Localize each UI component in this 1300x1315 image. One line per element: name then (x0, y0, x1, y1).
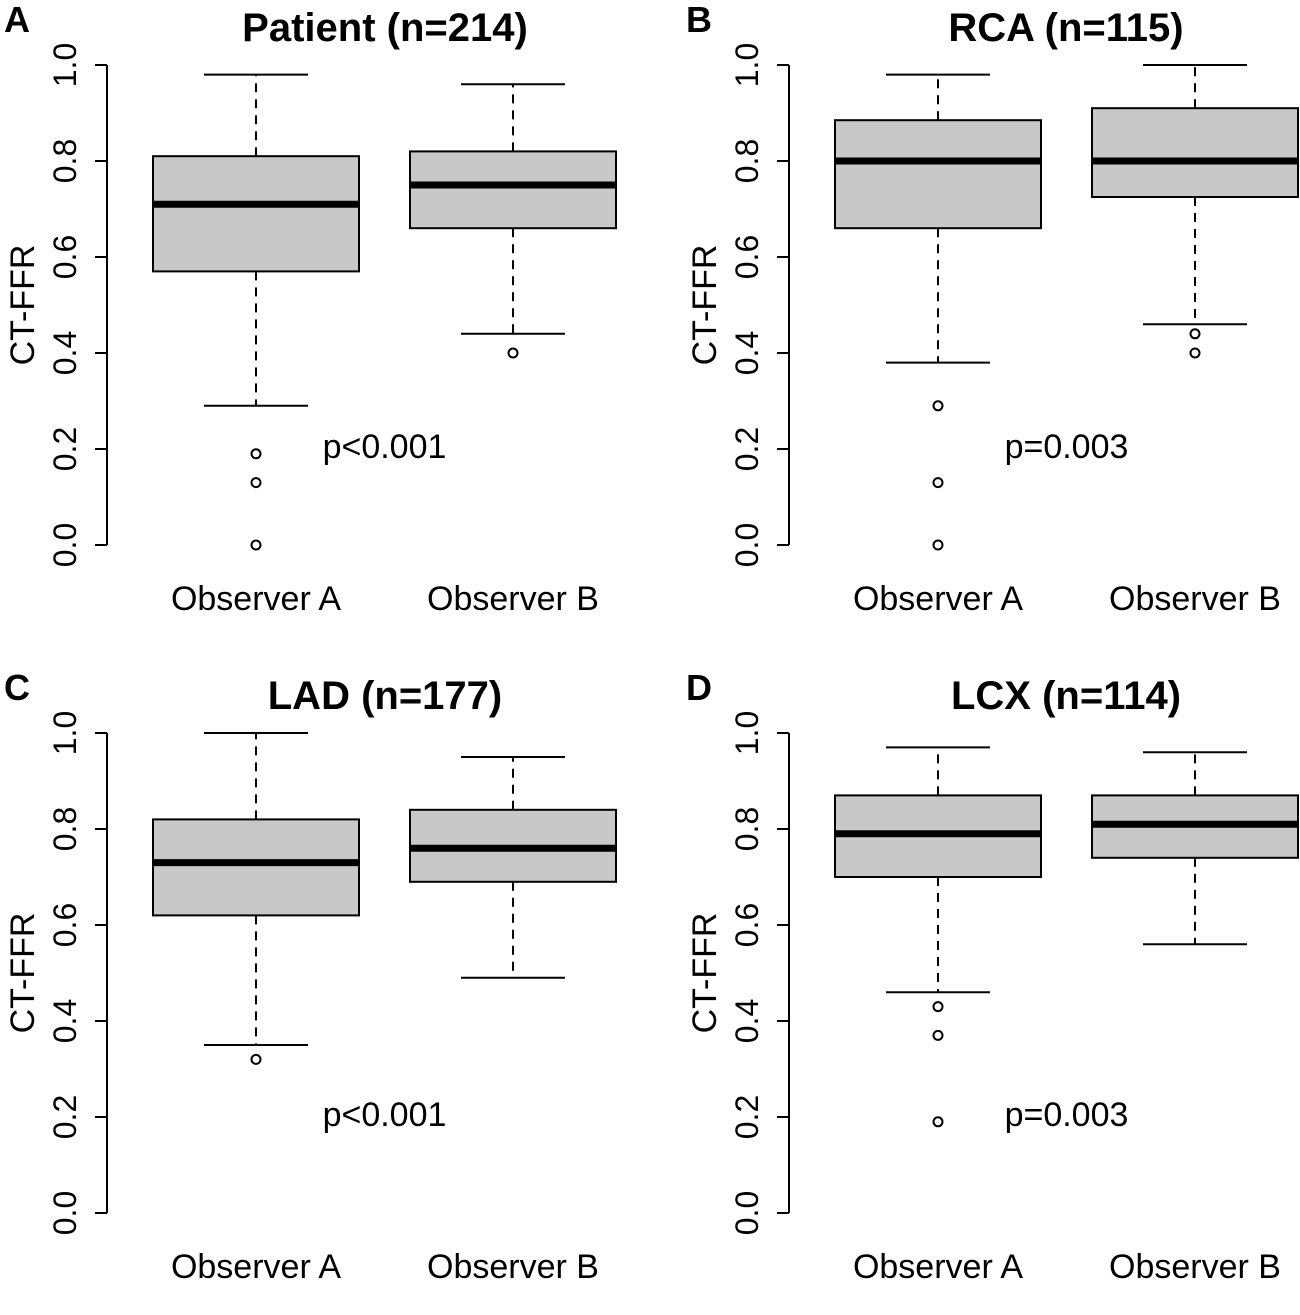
box-group (152, 732, 360, 1065)
x-category-label: Observer B (1109, 580, 1281, 618)
panel-label: D (686, 667, 712, 708)
y-axis-label: CT-FFR (4, 245, 42, 366)
outlier-point (1189, 347, 1201, 359)
chart-title: LAD (n=177) (267, 674, 503, 718)
y-tick-label: 0.2 (729, 1095, 765, 1139)
y-tick-label: 0.0 (47, 523, 83, 567)
y-axis-label: CT-FFR (686, 245, 724, 366)
outlier-point (932, 539, 944, 551)
p-value-annotation: p<0.001 (323, 1096, 447, 1134)
outlier-point (250, 448, 262, 460)
outlier-point (250, 539, 262, 551)
y-tick-label: 0.4 (729, 331, 765, 375)
outlier-point (932, 1029, 944, 1041)
boxplot-chart: 0.0 0.2 0.4 0.6 0.8 1.0 CT-FFR Observer A Observ… (686, 43, 1299, 618)
boxplot-chart: 0.0 0.2 0.4 0.6 0.8 1.0 CT-FFR Observer A Observ… (4, 711, 617, 1286)
x-category-label: Observer B (427, 580, 599, 618)
y-tick-label: 0.2 (47, 427, 83, 471)
box-group (834, 73, 1042, 551)
box-group (1091, 751, 1299, 946)
y-axis-label: CT-FFR (686, 913, 724, 1034)
box-group (834, 746, 1042, 1128)
outlier-point (932, 400, 944, 412)
y-tick-label: 0.4 (47, 331, 83, 375)
y-tick-label: 0.2 (47, 1095, 83, 1139)
y-tick-label: 0.8 (729, 807, 765, 851)
chart-title: RCA (n=115) (948, 6, 1184, 50)
y-tick-label: 0.8 (47, 139, 83, 183)
y-tick-label: 0.0 (47, 1191, 83, 1235)
y-tick-label: 0.8 (47, 807, 83, 851)
x-category-label: Observer B (427, 1248, 599, 1286)
outlier-point (1189, 328, 1201, 340)
y-tick-label: 0.4 (729, 999, 765, 1043)
x-category-label: Observer A (853, 1248, 1023, 1286)
outlier-point (932, 1001, 944, 1013)
x-category-label: Observer A (171, 1248, 341, 1286)
panel-label: B (686, 0, 712, 40)
y-tick-label: 0.0 (729, 1191, 765, 1235)
y-tick-label: 1.0 (729, 711, 765, 755)
outlier-point (507, 347, 519, 359)
x-category-label: Observer B (1109, 1248, 1281, 1286)
panel-b: B RCA (n=115) 0.0 0.2 0.4 0.6 0.8 1.0 CT-FFR Ob… (682, 0, 1300, 647)
chart-title: LCX (n=114) (950, 674, 1182, 718)
p-value-annotation: p<0.001 (323, 428, 447, 466)
panel-label: C (4, 667, 30, 708)
panel-label: A (4, 0, 30, 40)
outlier-point (250, 1053, 262, 1065)
outlier-point (932, 1116, 944, 1128)
box-group (409, 83, 617, 359)
box-iqr (834, 119, 1042, 230)
boxplot-chart: 0.0 0.2 0.4 0.6 0.8 1.0 CT-FFR Observer A Observ… (686, 711, 1299, 1286)
box-group (1091, 64, 1299, 359)
y-tick-label: 0.6 (47, 903, 83, 947)
box-iqr (1091, 107, 1299, 198)
chart-title: Patient (n=214) (242, 6, 528, 50)
box-group (409, 756, 617, 979)
y-tick-label: 1.0 (47, 43, 83, 87)
x-category-label: Observer A (853, 580, 1023, 618)
y-tick-label: 0.8 (729, 139, 765, 183)
box-iqr (152, 155, 360, 273)
box-group (152, 73, 360, 551)
panel-c: C LAD (n=177) 0.0 0.2 0.4 0.6 0.8 1.0 CT-FFR Ob… (0, 668, 650, 1315)
outlier-point (250, 477, 262, 489)
y-tick-label: 0.6 (729, 903, 765, 947)
y-tick-label: 0.6 (729, 235, 765, 279)
outlier-point (932, 477, 944, 489)
x-category-label: Observer A (171, 580, 341, 618)
panel-a: A Patient (n=214) 0.0 0.2 0.4 0.6 0.8 1.0 CT-F… (0, 0, 650, 647)
box-iqr (152, 818, 360, 917)
y-tick-label: 0.2 (729, 427, 765, 471)
y-tick-label: 0.6 (47, 235, 83, 279)
y-tick-label: 1.0 (729, 43, 765, 87)
y-axis-label: CT-FFR (4, 913, 42, 1034)
boxplot-chart: 0.0 0.2 0.4 0.6 0.8 1.0 CT-FFR Observer A Observ… (4, 43, 617, 618)
y-tick-label: 0.4 (47, 999, 83, 1043)
y-tick-label: 0.0 (729, 523, 765, 567)
p-value-annotation: p=0.003 (1005, 1096, 1129, 1134)
p-value-annotation: p=0.003 (1005, 428, 1129, 466)
panel-d: D LCX (n=114) 0.0 0.2 0.4 0.6 0.8 1.0 CT-FFR Ob… (682, 668, 1300, 1315)
box-iqr (409, 150, 617, 230)
y-tick-label: 1.0 (47, 711, 83, 755)
